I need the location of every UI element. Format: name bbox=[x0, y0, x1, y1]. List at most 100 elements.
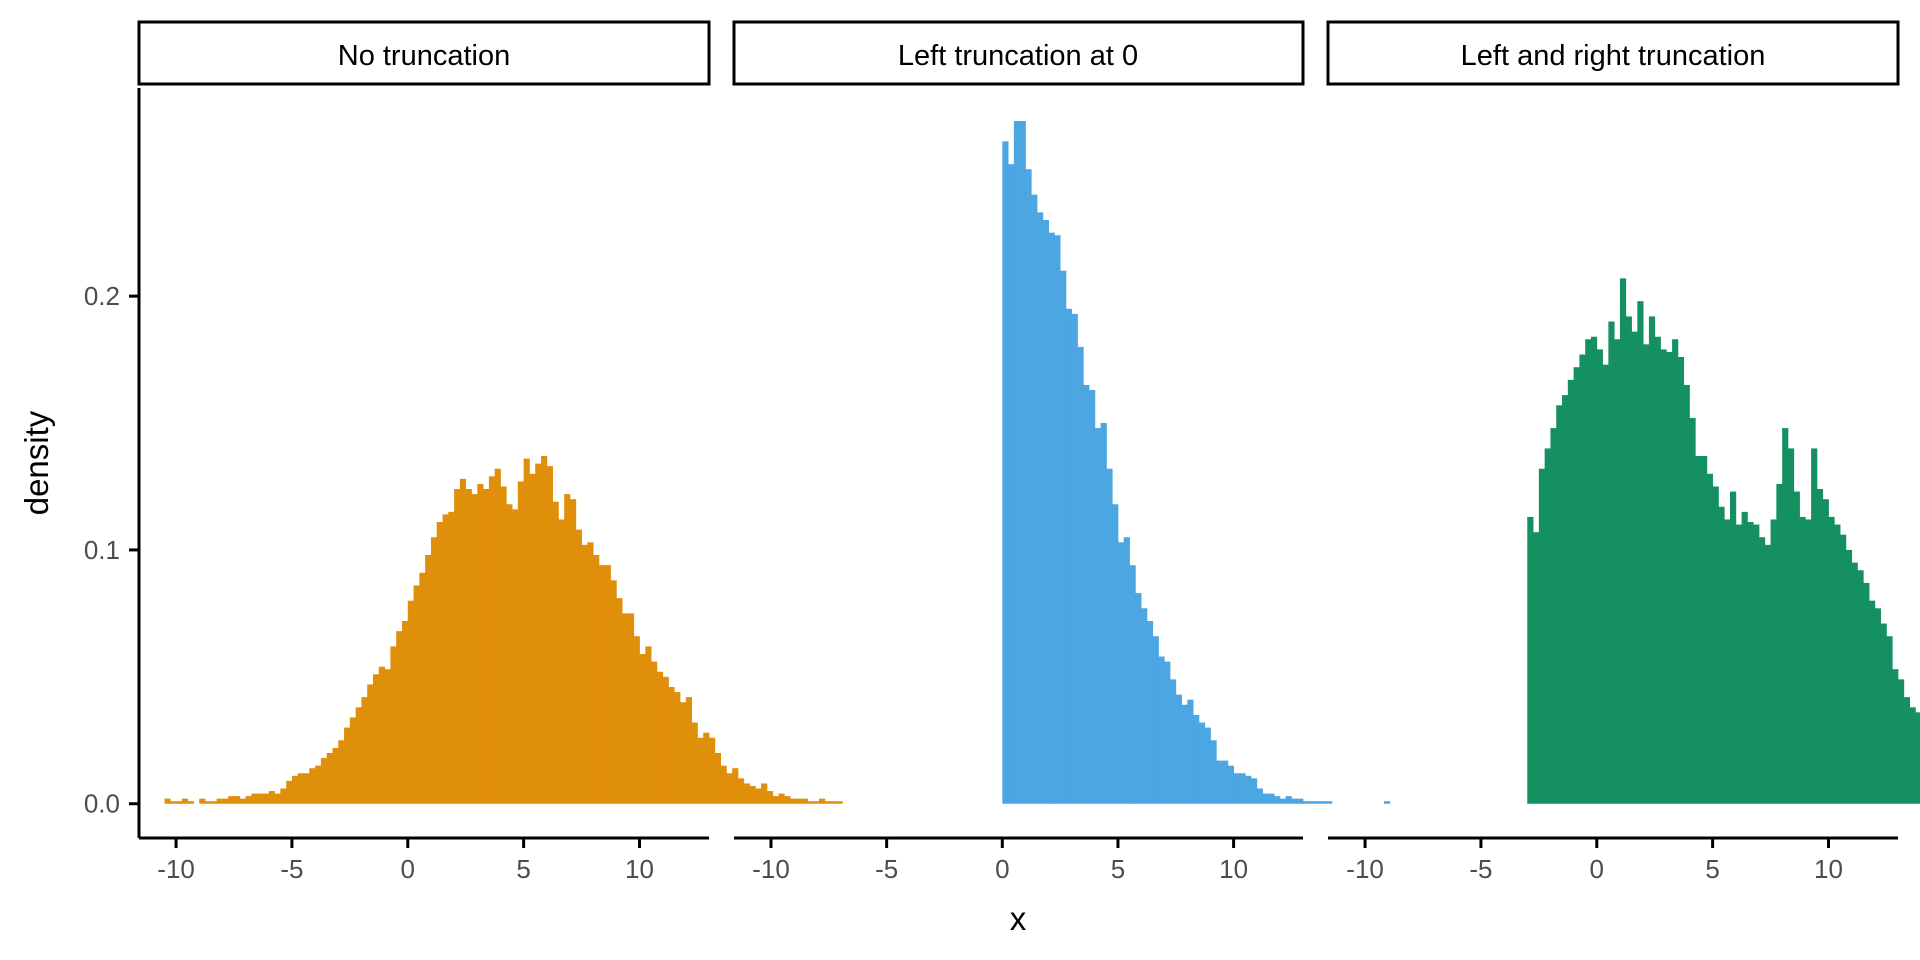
histogram-bar bbox=[245, 796, 252, 804]
histogram-bar bbox=[807, 801, 814, 804]
histogram-bar bbox=[1135, 593, 1142, 804]
histogram-bar bbox=[564, 494, 571, 804]
histogram-bar bbox=[755, 788, 762, 804]
histogram-bar bbox=[1210, 740, 1217, 804]
histogram-bar bbox=[1770, 519, 1777, 804]
histogram-bar bbox=[1326, 801, 1333, 804]
histogram-bar bbox=[1840, 534, 1847, 804]
histogram-bar bbox=[1025, 169, 1032, 804]
x-tick-label: 5 bbox=[1705, 854, 1719, 884]
x-tick-label: 10 bbox=[1219, 854, 1248, 884]
histogram-bar bbox=[801, 798, 808, 804]
histogram-bar bbox=[1892, 669, 1899, 804]
x-ticks-left-truncation: -10 -5 0 5 10 bbox=[752, 838, 1248, 884]
histogram-bar bbox=[772, 796, 779, 804]
histogram-bar bbox=[257, 793, 264, 804]
histogram-bar bbox=[1042, 219, 1049, 804]
histogram-bar bbox=[541, 456, 548, 804]
histogram-bar bbox=[210, 801, 218, 804]
histogram-bar bbox=[1262, 793, 1269, 804]
x-tick-label: -5 bbox=[280, 854, 303, 884]
histogram-bar bbox=[309, 768, 316, 804]
histogram-bar bbox=[471, 494, 478, 804]
histogram-bar bbox=[1065, 308, 1073, 804]
histogram-bar bbox=[401, 620, 409, 804]
histogram-bar bbox=[1730, 491, 1737, 804]
histogram-bar bbox=[726, 773, 733, 804]
histogram-bar bbox=[662, 676, 669, 804]
panel-no-truncation: No truncation -10 -5 0 5 10 0.0 0.1 0.2 bbox=[84, 20, 843, 884]
histogram-bar bbox=[1915, 712, 1920, 804]
x-tick-label: 0 bbox=[401, 854, 415, 884]
histogram-bar bbox=[1117, 542, 1125, 804]
histogram-bar bbox=[1527, 516, 1534, 804]
histogram-bar bbox=[813, 801, 820, 804]
histogram-bar bbox=[1054, 235, 1061, 804]
histogram-bar bbox=[697, 737, 704, 804]
histogram-bar bbox=[459, 478, 467, 804]
histogram-bar bbox=[1037, 212, 1044, 804]
histogram-bar bbox=[1816, 489, 1824, 804]
x-tick-label: -5 bbox=[1469, 854, 1492, 884]
histogram-bar bbox=[1164, 661, 1171, 804]
histogram-bar bbox=[1106, 468, 1113, 804]
histogram-bar bbox=[639, 653, 646, 804]
histogram-bar bbox=[1701, 456, 1708, 804]
histogram-bar bbox=[1811, 448, 1818, 804]
histogram-bar bbox=[234, 796, 241, 804]
histogram-bar bbox=[819, 798, 826, 804]
panel-left-right-truncation: Left and right truncation -10 -5 0 5 10 bbox=[1326, 20, 1920, 884]
histogram-bar bbox=[326, 752, 333, 804]
panel-left-truncation: Left truncation at 0 -10 -5 0 5 10 bbox=[732, 20, 1391, 884]
histogram-bar bbox=[274, 793, 281, 804]
histogram-bar bbox=[1077, 346, 1084, 804]
histogram-bar bbox=[1753, 524, 1760, 804]
histogram-bar bbox=[761, 783, 768, 804]
histogram-bar bbox=[581, 544, 588, 804]
histogram-bar bbox=[569, 499, 577, 804]
histogram-bar bbox=[645, 646, 652, 804]
bars-no-truncation bbox=[164, 456, 843, 804]
x-tick-label: -10 bbox=[157, 854, 195, 884]
histogram-bar bbox=[1874, 608, 1882, 804]
histogram-bar bbox=[1297, 798, 1304, 804]
histogram-bar bbox=[1712, 486, 1719, 804]
histogram-bar bbox=[1689, 417, 1696, 804]
histogram-bar bbox=[1799, 516, 1806, 804]
histogram-bar bbox=[1291, 798, 1298, 804]
histogram-bar bbox=[1625, 316, 1632, 804]
histogram-bar bbox=[1274, 796, 1281, 804]
histogram-bar bbox=[1903, 697, 1910, 804]
x-axis-title: x bbox=[1010, 900, 1027, 937]
histogram-bar bbox=[1198, 722, 1206, 804]
histogram-bar bbox=[1019, 120, 1026, 804]
histogram-bar bbox=[436, 522, 443, 804]
histogram-bar bbox=[1222, 760, 1229, 804]
histogram-bar bbox=[1845, 549, 1853, 804]
histogram-bar bbox=[1112, 504, 1119, 804]
histogram-bar bbox=[1141, 608, 1148, 804]
histogram-bar bbox=[1256, 788, 1263, 804]
histogram-bar bbox=[465, 489, 472, 804]
histogram-bar bbox=[1677, 357, 1685, 804]
histogram-bar bbox=[361, 697, 368, 804]
histogram-bar bbox=[1556, 405, 1563, 804]
histogram-bar bbox=[1187, 699, 1194, 804]
histogram-bar bbox=[790, 798, 797, 804]
histogram-bar bbox=[396, 631, 403, 804]
histogram-bar bbox=[1869, 600, 1876, 804]
histogram-bar bbox=[737, 778, 745, 804]
histogram-bar bbox=[1834, 524, 1841, 804]
histogram-bar bbox=[1764, 544, 1771, 804]
histogram-bar bbox=[1909, 707, 1916, 804]
histogram-bar bbox=[546, 466, 553, 804]
histogram-bar bbox=[1233, 773, 1240, 804]
strip-label-left-right-truncation: Left and right truncation bbox=[1461, 40, 1766, 72]
histogram-bar bbox=[367, 684, 374, 804]
histogram-bar bbox=[1706, 473, 1714, 804]
histogram-bar bbox=[604, 565, 611, 804]
histogram-bar bbox=[181, 798, 189, 804]
histogram-bar bbox=[1308, 801, 1315, 804]
histogram-bar bbox=[824, 801, 832, 804]
histogram-bar bbox=[384, 669, 391, 804]
